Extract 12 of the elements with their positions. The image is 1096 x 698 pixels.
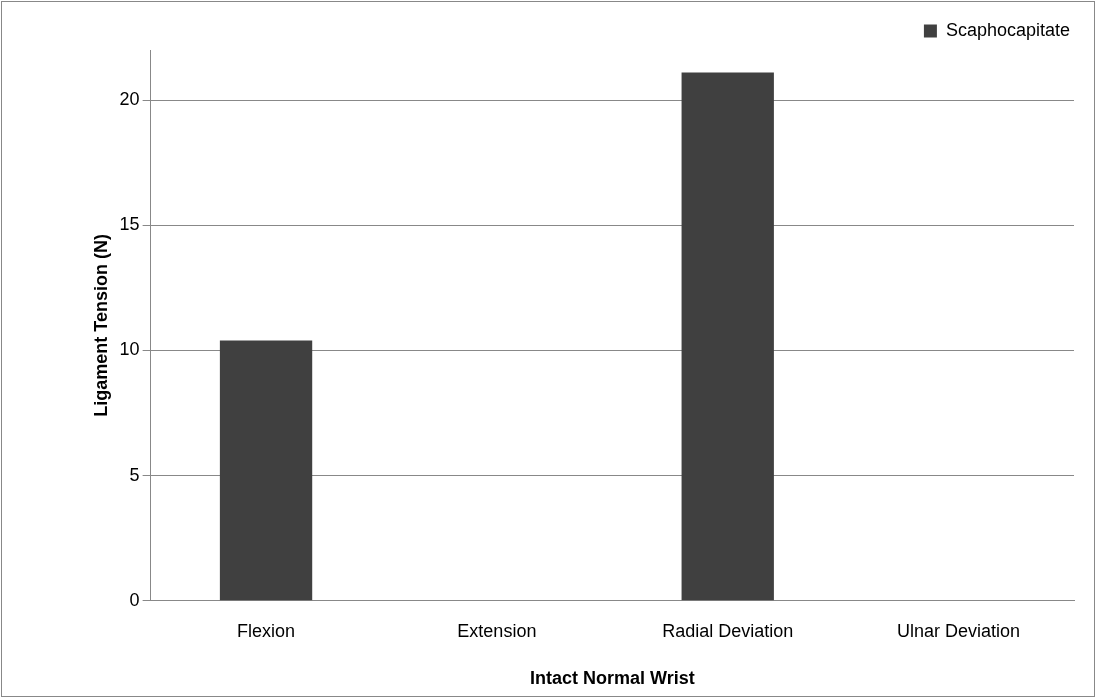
x-tick-label: Ulnar Deviation: [897, 620, 1021, 641]
x-tick-label: Flexion: [237, 620, 296, 641]
y-tick-label: 20: [119, 89, 140, 110]
x-axis-title: Intact Normal Wrist: [529, 668, 695, 689]
y-tick-label: 15: [119, 214, 140, 235]
x-tick-label: Extension: [457, 620, 537, 641]
y-axis-title: Ligament Tension (N): [90, 234, 111, 417]
y-tick-label: 5: [129, 464, 140, 485]
x-tick-label: Radial Deviation: [662, 620, 794, 641]
y-tick-label: 10: [119, 339, 140, 360]
legend-label: Scaphocapitate: [945, 19, 1070, 40]
y-tick-label: 0: [129, 589, 140, 610]
